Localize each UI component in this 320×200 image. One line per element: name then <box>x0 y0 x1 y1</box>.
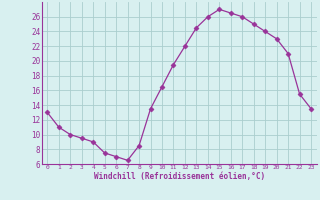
X-axis label: Windchill (Refroidissement éolien,°C): Windchill (Refroidissement éolien,°C) <box>94 172 265 181</box>
